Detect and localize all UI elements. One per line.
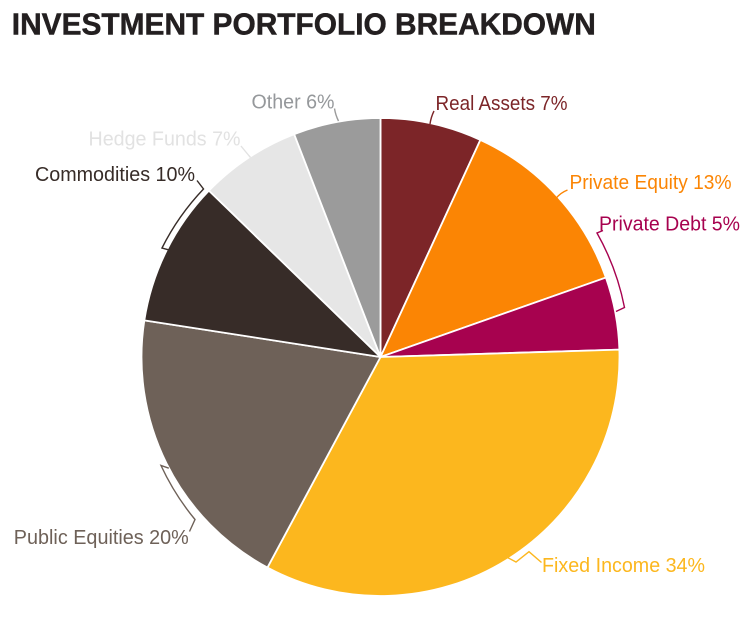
svg-text:Hedge Funds 7%: Hedge Funds 7% xyxy=(89,129,241,151)
svg-text:Fixed Income 34%: Fixed Income 34% xyxy=(542,555,705,577)
svg-text:Real Assets 7%: Real Assets 7% xyxy=(436,93,568,115)
svg-text:Private Equity 13%: Private Equity 13% xyxy=(570,172,732,194)
svg-text:Other 6%: Other 6% xyxy=(252,92,335,114)
svg-text:Private Debt 5%: Private Debt 5% xyxy=(599,214,740,236)
svg-text:Public Equities 20%: Public Equities 20% xyxy=(14,527,189,549)
svg-text:Commodities 10%: Commodities 10% xyxy=(35,164,195,186)
svg-text:INVESTMENT PORTFOLIO BREAKDOWN: INVESTMENT PORTFOLIO BREAKDOWN xyxy=(12,7,596,42)
